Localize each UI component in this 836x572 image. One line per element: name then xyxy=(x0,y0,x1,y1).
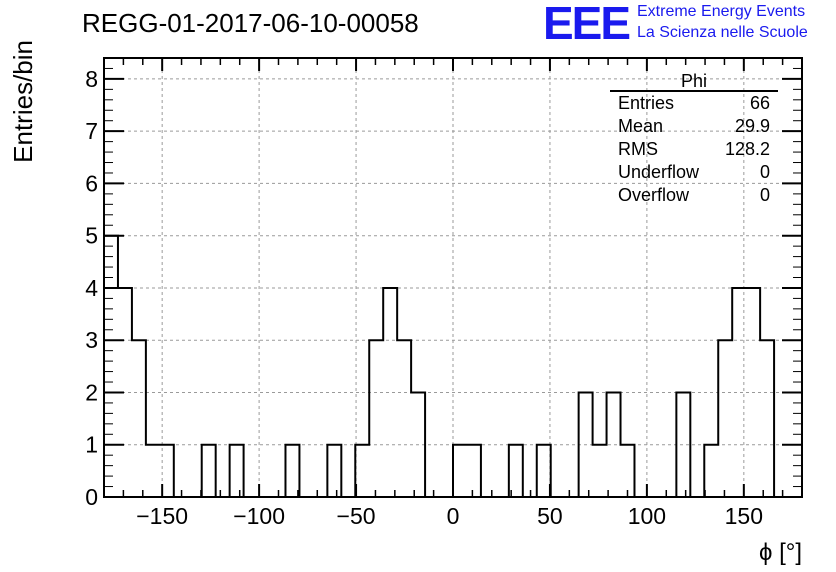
y-tick-label: 5 xyxy=(85,223,98,249)
logo-caption-line1: Extreme Energy Events xyxy=(637,3,806,20)
stats-row-label: Overflow xyxy=(618,185,690,205)
stats-row-label: Underflow xyxy=(618,162,700,182)
axis-tick-labels: −150 −100 −50 0 50 100 150 0 1 2 3 4 5 6 7 8 xyxy=(85,66,763,529)
stats-row-value: 29.9 xyxy=(734,116,770,136)
logo-caption-line2: La Scienza nelle Scuole xyxy=(637,24,808,41)
y-tick-label: 2 xyxy=(85,379,98,405)
x-tick-label: −50 xyxy=(337,503,376,529)
x-tick-label: 100 xyxy=(628,503,666,529)
y-tick-label: 3 xyxy=(85,327,98,353)
grid-lines xyxy=(104,58,802,497)
y-tick-label: 8 xyxy=(85,66,98,92)
y-tick-label: 4 xyxy=(85,275,98,301)
stats-row-label: RMS xyxy=(618,139,658,159)
stats-row-value: 66 xyxy=(749,93,770,113)
stats-row-label: Entries xyxy=(618,93,675,113)
stats-row: RMS 128.2 xyxy=(618,139,770,160)
x-tick-label: 0 xyxy=(447,503,460,529)
chart-title: REGG-01-2017-06-10-00058 xyxy=(82,8,419,38)
eee-logo: EEE xyxy=(543,0,631,49)
stats-row: Mean 29.9 xyxy=(618,116,770,137)
y-tick-label: 6 xyxy=(85,170,98,196)
x-axis-label: ϕ [°] xyxy=(759,539,802,566)
y-tick-label: 7 xyxy=(85,118,98,144)
x-tick-label: −150 xyxy=(136,503,188,529)
stats-row-value: 0 xyxy=(759,162,770,182)
y-axis-label: Entries/bin xyxy=(8,40,38,163)
x-tick-label: −100 xyxy=(233,503,285,529)
stats-box-title: Phi xyxy=(681,71,707,91)
x-tick-label: 50 xyxy=(537,503,563,529)
histogram-outline xyxy=(103,234,802,498)
stats-row-value: 128.2 xyxy=(724,139,770,159)
x-tick-label: 150 xyxy=(725,503,763,529)
y-tick-label: 1 xyxy=(85,432,98,458)
axis-ticks xyxy=(104,58,802,498)
stats-row: Entries 66 xyxy=(618,93,770,114)
stats-row-label: Mean xyxy=(618,116,664,136)
y-tick-label: 0 xyxy=(85,484,98,510)
stats-row: Overflow 0 xyxy=(618,185,770,206)
stats-row-value: 0 xyxy=(759,185,770,205)
stats-row: Underflow 0 xyxy=(618,162,770,183)
